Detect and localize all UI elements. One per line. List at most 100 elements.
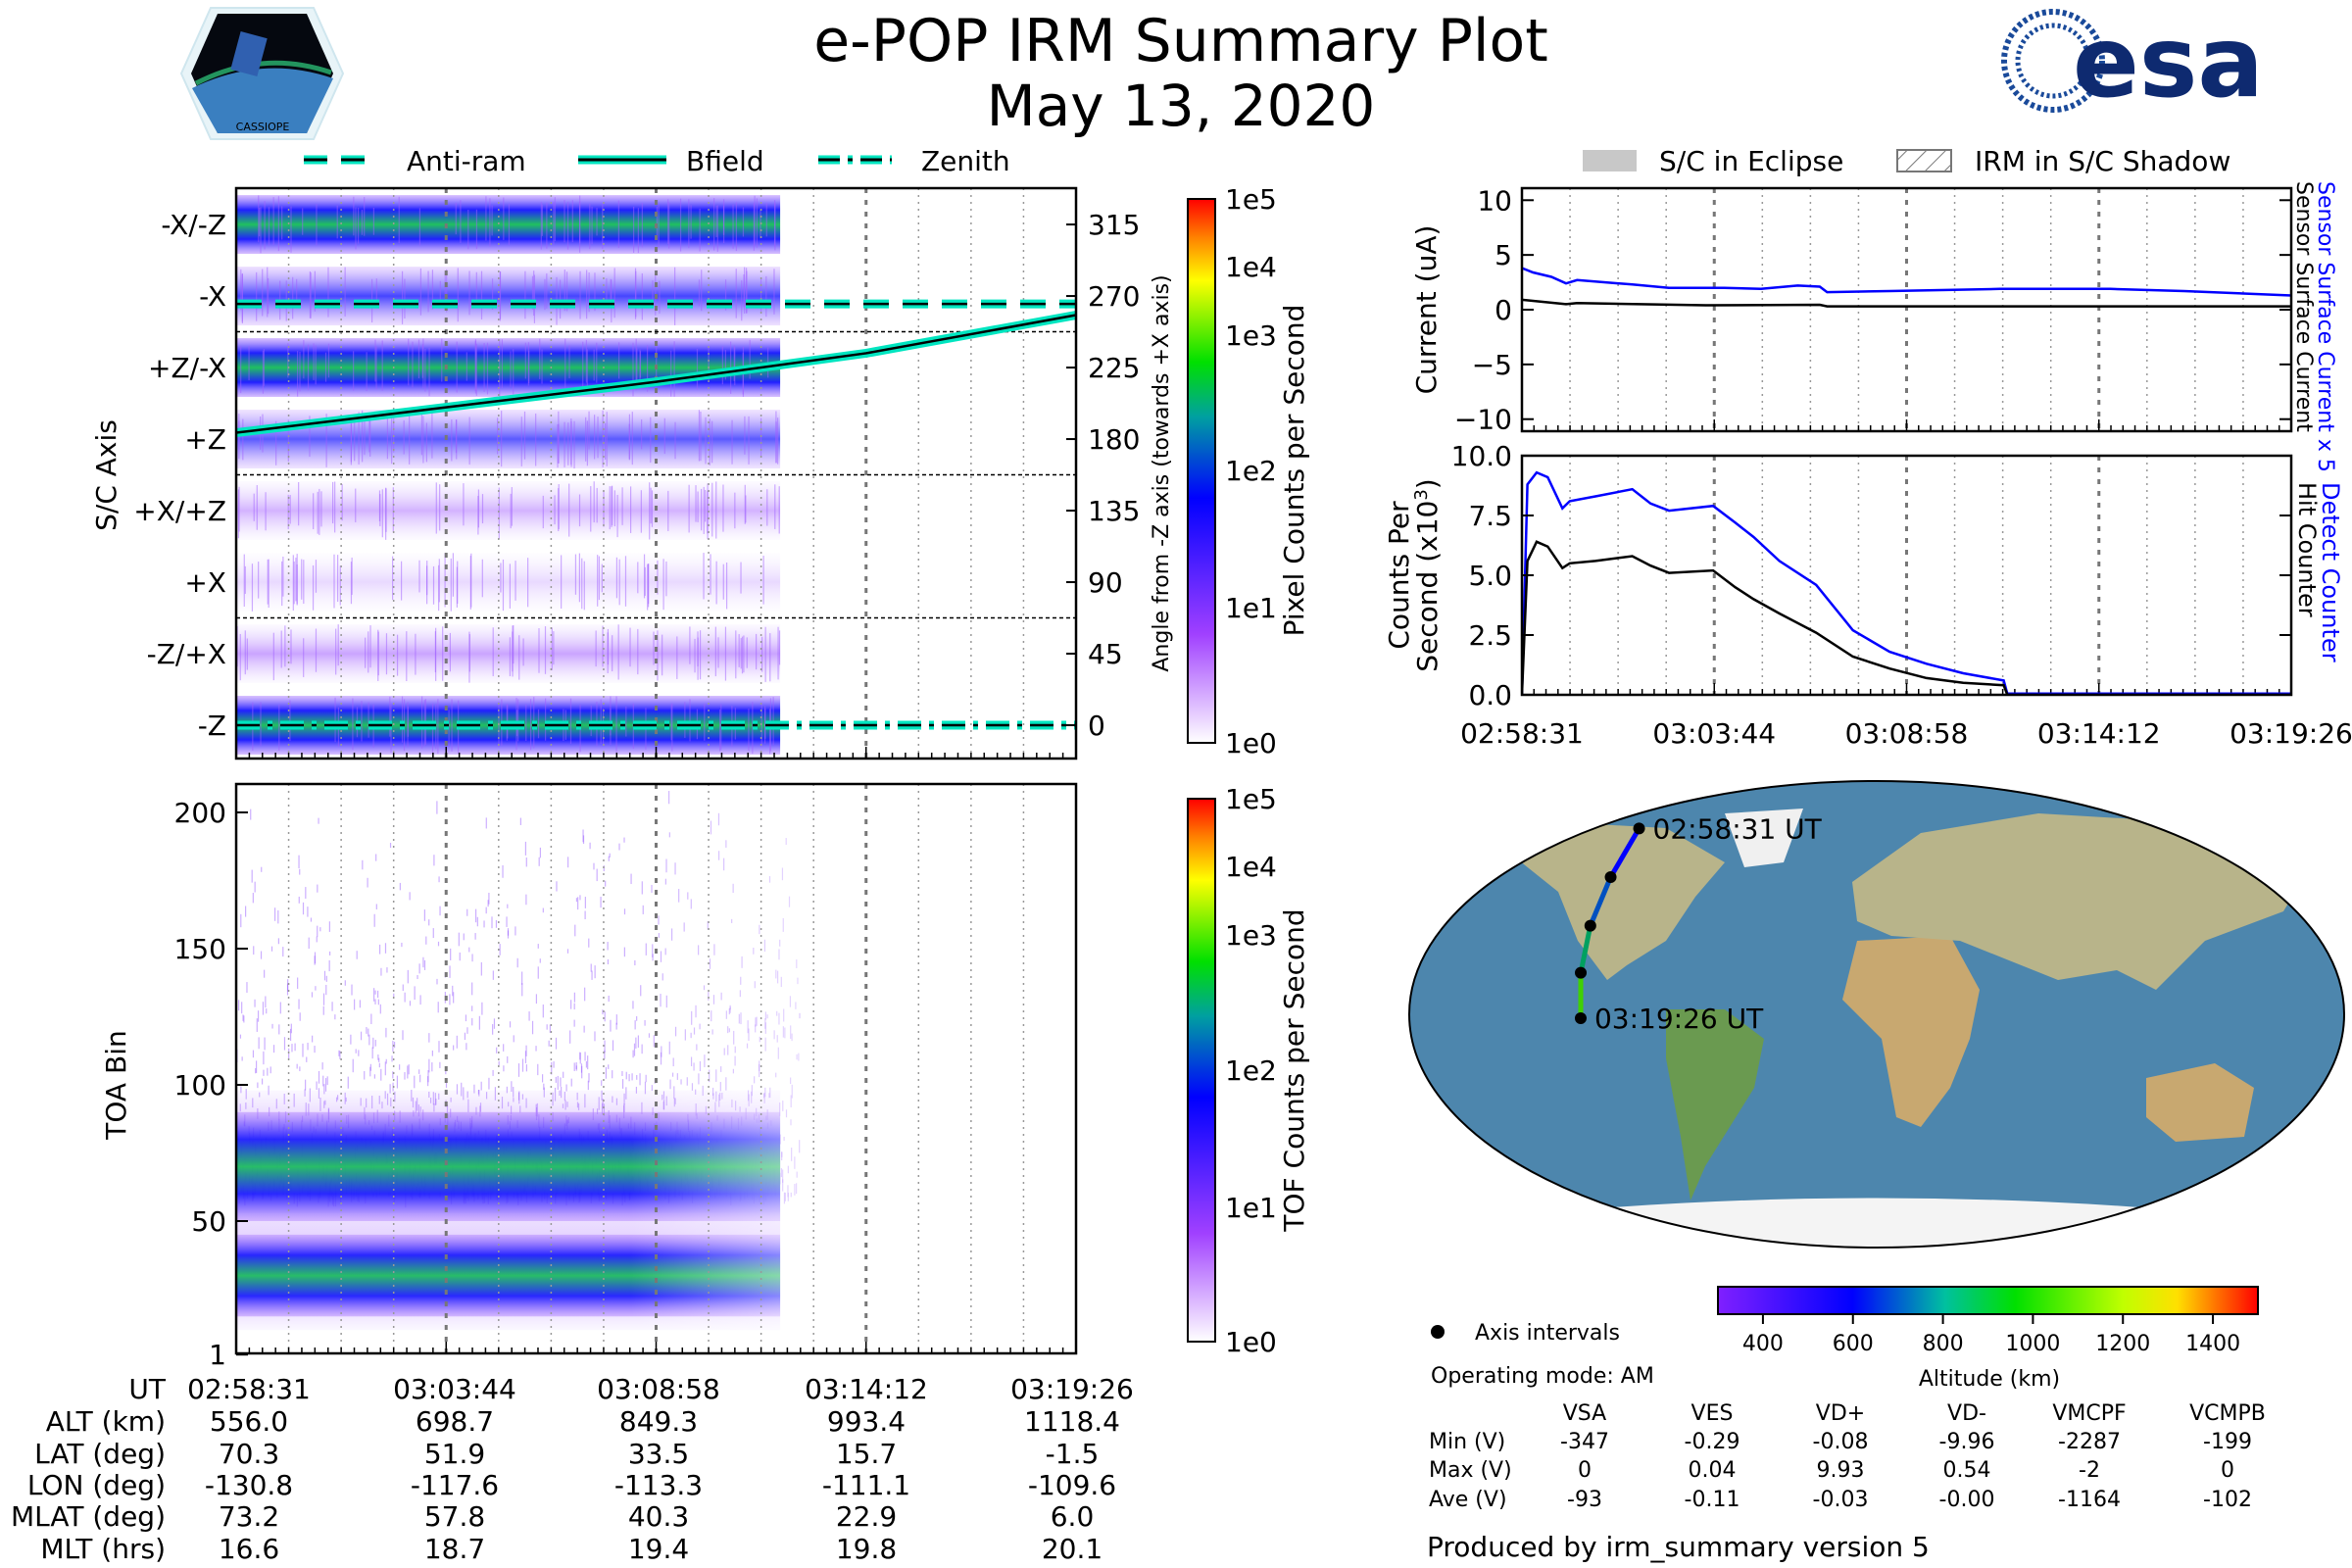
voltage-row-label: Min (V) bbox=[1429, 1430, 1505, 1454]
irm-summary-plot: CASSIOPE e-POP IRM Summary Plot May 13, … bbox=[0, 0, 2352, 1568]
time-tick-label: 02:58:31 bbox=[1460, 717, 1584, 750]
eclipse-legend-swatch bbox=[1583, 150, 1637, 172]
voltage-cell: 0 bbox=[1578, 1458, 1592, 1483]
counts-tick-label: 7.5 bbox=[1468, 500, 1512, 532]
sc-axis-tick-label: -Z/+X bbox=[147, 638, 226, 670]
voltage-cell: -199 bbox=[2203, 1430, 2252, 1454]
pixel-colorbar-tick: 1e5 bbox=[1225, 183, 1277, 216]
sc-axis-ylabel-right: Angle from -Z axis (towards +X axis) bbox=[1150, 274, 1174, 671]
toa-panel: 200150100501 TOA Bin bbox=[100, 784, 1076, 1371]
ephemeris-cell: 19.4 bbox=[628, 1533, 689, 1565]
toa-tick-label: 200 bbox=[174, 797, 226, 829]
counts-panel: 10.07.55.02.50.002:58:31 03:03:44 03:08:58… bbox=[1383, 440, 2352, 750]
voltage-row-label: Max (V) bbox=[1429, 1458, 1512, 1483]
counts-tick-label: 5.0 bbox=[1468, 560, 1512, 592]
angle-tick-label: 180 bbox=[1088, 423, 1140, 456]
pixel-colorbar-gradient bbox=[1188, 199, 1215, 743]
pixel-colorbar-tick: 1e2 bbox=[1225, 455, 1277, 487]
pixel-colorbar-tick: 1e3 bbox=[1225, 319, 1277, 352]
toa-tick-label: 150 bbox=[174, 933, 226, 965]
voltage-column-header: VD+ bbox=[1816, 1401, 1865, 1426]
voltage-column-header: VD- bbox=[1947, 1401, 1986, 1426]
sc-axis-band bbox=[236, 195, 780, 254]
ephemeris-cell: 57.8 bbox=[424, 1500, 485, 1533]
ephemeris-cell: 16.6 bbox=[219, 1533, 279, 1565]
sc-axis-ylabel: S/C Axis bbox=[90, 419, 122, 531]
footer-text: Produced by irm_summary version 5 bbox=[1427, 1531, 1930, 1563]
toa-spectrogram bbox=[236, 784, 800, 1353]
ephemeris-cell: 03:14:12 bbox=[805, 1373, 928, 1405]
sc-axis-band bbox=[236, 553, 780, 612]
sc-axis-band bbox=[236, 338, 780, 397]
sc-axis-tick-label: -X/-Z bbox=[161, 209, 226, 241]
voltage-table: VSA VES VD+ VD- VMCPF VCMPB Min (V) -347 -0.29 -0… bbox=[1429, 1401, 2266, 1512]
esa-logo-text: esa bbox=[2073, 5, 2264, 120]
axis-interval-point bbox=[1575, 1012, 1587, 1024]
ephemeris-row-label: MLT (hrs) bbox=[40, 1533, 166, 1565]
ephemeris-cell: 15.7 bbox=[836, 1438, 897, 1470]
voltage-column-header: VMCPF bbox=[2052, 1401, 2126, 1426]
ephemeris-cell: 73.2 bbox=[219, 1500, 279, 1533]
angle-tick-label: 315 bbox=[1088, 209, 1140, 241]
legend-eclipse: S/C in Eclipse bbox=[1659, 145, 1843, 177]
sc-axis-tick-label: +X/+Z bbox=[133, 495, 226, 527]
ephemeris-cell: 849.3 bbox=[619, 1405, 698, 1438]
ephemeris-cell: -109.6 bbox=[1028, 1469, 1116, 1501]
toa-fade bbox=[236, 784, 800, 1353]
angle-tick-label: 90 bbox=[1088, 566, 1123, 599]
counts-ylabel-line2: Second (x103) bbox=[1411, 478, 1444, 671]
orbit-map: 02:58:31 UT 03:19:26 UT bbox=[1409, 781, 2344, 1274]
tof-colorbar-tick: 1e1 bbox=[1225, 1192, 1277, 1224]
ephemeris-cell: 70.3 bbox=[219, 1438, 279, 1470]
cassiope-logo-text: CASSIOPE bbox=[236, 121, 290, 133]
counts-tick-label: 2.5 bbox=[1468, 619, 1512, 652]
voltage-cell: -347 bbox=[1560, 1430, 1609, 1454]
ephemeris-cell: 6.0 bbox=[1051, 1500, 1095, 1533]
pixel-counts-colorbar: 1e51e41e31e21e11e0 Pixel Counts per Seco… bbox=[1188, 183, 1310, 760]
voltage-cell: 9.93 bbox=[1817, 1458, 1865, 1483]
voltage-cell: -2 bbox=[2079, 1458, 2100, 1483]
pixel-colorbar-tick: 1e0 bbox=[1225, 727, 1277, 760]
current-tick-label: 0 bbox=[1494, 294, 1512, 326]
current-tick-label: 10 bbox=[1477, 184, 1512, 217]
counts-ylabel-text: Second (x10 bbox=[1411, 501, 1444, 672]
pixel-colorbar-tick: 1e1 bbox=[1225, 592, 1277, 624]
voltage-cell: -0.29 bbox=[1685, 1430, 1740, 1454]
legend-anti-ram: Anti-ram bbox=[407, 145, 526, 177]
ephemeris-cell: 698.7 bbox=[416, 1405, 494, 1438]
legend-bfield: Bfield bbox=[686, 145, 764, 177]
counts-tick-label: 0.0 bbox=[1468, 679, 1512, 711]
legend-right: S/C in Eclipse IRM in S/C Shadow bbox=[1583, 145, 2230, 177]
sc-axis-tick-label: +X bbox=[184, 566, 226, 599]
ephemeris-row-label: UT bbox=[128, 1373, 166, 1405]
axis-interval-point bbox=[1575, 967, 1587, 979]
sc-axis-tick-label: +Z/-X bbox=[148, 352, 226, 384]
axis-interval-point bbox=[1605, 871, 1617, 883]
page-title: e-POP IRM Summary Plot bbox=[813, 7, 1548, 75]
operating-mode: Operating mode: AM bbox=[1431, 1364, 1654, 1389]
current-tick-label: −10 bbox=[1454, 404, 1512, 436]
altitude-tick-label: 400 bbox=[1742, 1332, 1784, 1356]
sc-axis-tick-label: -X bbox=[199, 280, 226, 313]
altitude-colorbar bbox=[1718, 1287, 2258, 1314]
tof-colorbar-tick: 1e2 bbox=[1225, 1054, 1277, 1087]
voltage-cell: -0.00 bbox=[1939, 1488, 1995, 1512]
track-start-label: 02:58:31 UT bbox=[1653, 812, 1823, 845]
legend-zenith: Zenith bbox=[921, 145, 1010, 177]
ephemeris-cell: 556.0 bbox=[210, 1405, 288, 1438]
ephemeris-row-label: MLAT (deg) bbox=[11, 1500, 166, 1533]
legend-left: Anti-ram Bfield Zenith bbox=[304, 145, 1010, 177]
voltage-cell: -0.03 bbox=[1813, 1488, 1869, 1512]
page-date: May 13, 2020 bbox=[987, 73, 1376, 139]
ephemeris-cell: 02:58:31 bbox=[187, 1373, 311, 1405]
angle-tick-label: 135 bbox=[1088, 495, 1140, 527]
altitude-tick-label: 800 bbox=[1923, 1332, 1964, 1356]
counts-series-label-black: Hit Counter bbox=[2293, 482, 2321, 617]
altitude-tick-label: 600 bbox=[1833, 1332, 1874, 1356]
pixel-colorbar-label: Pixel Counts per Second bbox=[1278, 305, 1310, 637]
ephemeris-cell: 19.8 bbox=[836, 1533, 897, 1565]
ephemeris-row-label: ALT (km) bbox=[46, 1405, 166, 1438]
current-tick-label: −5 bbox=[1472, 349, 1512, 381]
current-series-black bbox=[1522, 300, 2291, 307]
altitude-colorbar-label: Altitude (km) bbox=[1919, 1367, 2060, 1392]
